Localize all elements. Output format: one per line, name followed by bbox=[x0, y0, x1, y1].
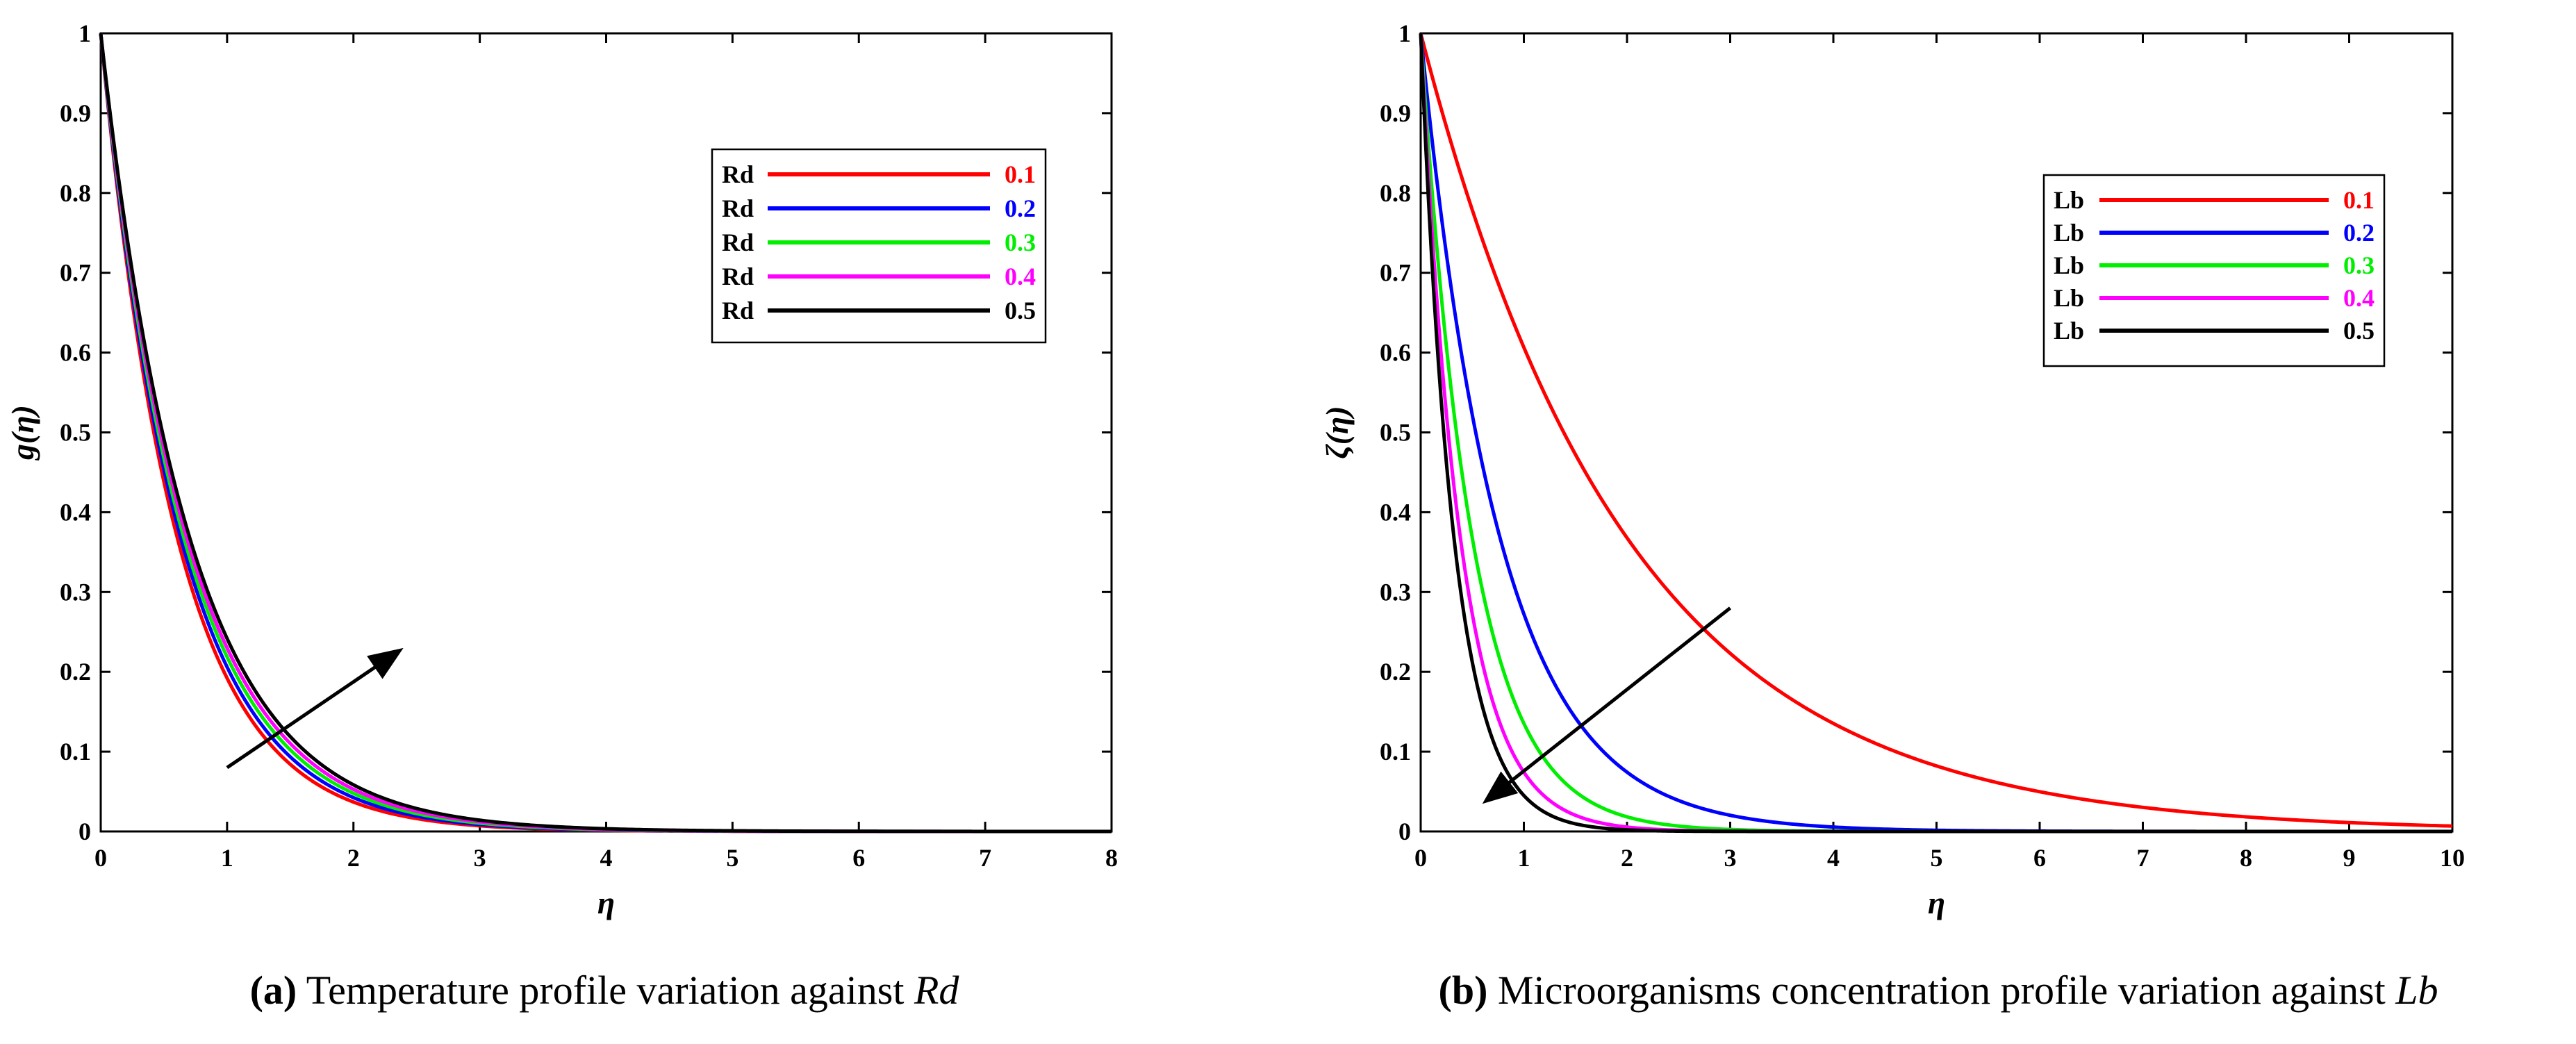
panel-b-microorganism-chart: 0 1 2 3 4 5 6 7 8 9 10 0 0.1 0.2 0.3 0.4 0.5 0.6 0.7 0.8 0.9… bbox=[1319, 19, 2465, 1013]
y-tick-label: 0 bbox=[1398, 818, 1411, 845]
x-tick-label: 2 bbox=[347, 844, 360, 872]
x-tick-label: 6 bbox=[2033, 844, 2046, 872]
legend-box bbox=[2042, 174, 2386, 367]
x-tick-label: 5 bbox=[1931, 844, 1943, 872]
caption-space bbox=[1487, 968, 1498, 1013]
legend-param-label: Rd bbox=[722, 263, 754, 290]
x-tick-label: 4 bbox=[1827, 844, 1840, 872]
x-tick-label: 0 bbox=[1414, 844, 1427, 872]
y-tick-label: 0.3 bbox=[60, 578, 91, 606]
y-tick-label: 0.8 bbox=[60, 179, 91, 207]
legend-param-label: Lb bbox=[2054, 317, 2084, 345]
x-tick-label: 7 bbox=[2137, 844, 2149, 872]
legend-param-label: Lb bbox=[2054, 186, 2084, 214]
x-tick-label: 0 bbox=[94, 844, 107, 872]
y-tick-label: 0.5 bbox=[1380, 419, 1411, 447]
x-tick-label: 10 bbox=[2440, 844, 2465, 872]
caption-text: Temperature profile variation against bbox=[306, 968, 905, 1013]
caption-space bbox=[297, 968, 306, 1013]
legend-value-label: 0.5 bbox=[2343, 317, 2375, 345]
legend-param-label: Lb bbox=[2054, 219, 2084, 247]
y-tick-label: 0.4 bbox=[1380, 498, 1411, 526]
legend-value-label: 0.4 bbox=[2343, 284, 2375, 312]
legend-param-label: Rd bbox=[722, 194, 754, 222]
y-tick-label: 1 bbox=[1398, 19, 1411, 47]
y-tick-label: 0 bbox=[79, 818, 91, 845]
y-tick-label: 0.2 bbox=[60, 658, 91, 686]
y-tick-label: 1 bbox=[79, 19, 91, 47]
y-tick-label: 0.5 bbox=[60, 419, 91, 447]
legend-param-label: Rd bbox=[722, 229, 754, 256]
legend-value-label: 0.3 bbox=[1005, 229, 1036, 256]
x-tick-label: 1 bbox=[221, 844, 233, 872]
caption-tag: (b) bbox=[1439, 968, 1488, 1013]
y-tick-label: 0.6 bbox=[1380, 339, 1411, 367]
caption-space bbox=[2386, 968, 2396, 1013]
caption-symbol: Lb bbox=[2395, 968, 2438, 1013]
y-tick-label: 0.9 bbox=[1380, 99, 1411, 127]
x-tick-label: 2 bbox=[1621, 844, 1633, 872]
y-tick-label: 0.1 bbox=[1380, 738, 1411, 765]
y-tick-label: 0.2 bbox=[1380, 658, 1411, 686]
legend-value-label: 0.2 bbox=[1005, 194, 1036, 222]
x-tick-label: 8 bbox=[2240, 844, 2252, 872]
panel-a-temperature-chart: 0 1 2 3 4 5 6 7 8 0 0.1 0.2 0.3 0.4 0.5 0.6 0.7 0.8 0.9 1 η g… bbox=[5, 19, 1118, 1013]
y-tick-label: 0.9 bbox=[60, 99, 91, 127]
y-tick-label: 0.1 bbox=[60, 738, 91, 765]
legend-value-label: 0.1 bbox=[2343, 186, 2375, 214]
y-tick-label: 0.7 bbox=[60, 259, 91, 287]
x-tick-label: 4 bbox=[600, 844, 613, 872]
legend-value-label: 0.3 bbox=[2343, 251, 2375, 279]
y-tick-label: 0.4 bbox=[60, 498, 91, 526]
legend-value-label: 0.4 bbox=[1005, 263, 1036, 290]
y-tick-label: 0.7 bbox=[1380, 259, 1411, 287]
legend-box bbox=[711, 148, 1047, 344]
legend-param-label: Lb bbox=[2054, 251, 2084, 279]
legend-value-label: 0.5 bbox=[1005, 297, 1036, 324]
x-tick-label: 8 bbox=[1105, 844, 1118, 872]
legend-param-label: Rd bbox=[722, 297, 754, 324]
series-line-0-5 bbox=[1419, 33, 2452, 834]
x-tick-label: 3 bbox=[1724, 844, 1737, 872]
y-tick-label: 0.3 bbox=[1380, 578, 1411, 606]
x-tick-label: 3 bbox=[474, 844, 486, 872]
caption-symbol: Rd bbox=[914, 968, 959, 1013]
trend-arrow bbox=[226, 647, 404, 770]
x-tick-label: 5 bbox=[726, 844, 738, 872]
x-tick-label: 9 bbox=[2343, 844, 2356, 872]
legend-value-label: 0.2 bbox=[2343, 219, 2375, 247]
x-axis-label: η bbox=[597, 885, 615, 920]
figure-caption: (a) Temperature profile variation agains… bbox=[250, 968, 960, 1013]
y-tick-label: 0.8 bbox=[1380, 179, 1411, 207]
caption-space bbox=[904, 968, 914, 1013]
caption-text: Microorganisms concentration profile var… bbox=[1498, 968, 2386, 1013]
y-axis-label: ζ(η) bbox=[1319, 406, 1355, 458]
x-tick-label: 6 bbox=[852, 844, 865, 872]
series-line-0-1 bbox=[1419, 33, 2453, 828]
y-axis-label: g(η) bbox=[5, 405, 40, 461]
legend-param-label: Lb bbox=[2054, 284, 2084, 312]
x-tick-label: 1 bbox=[1518, 844, 1530, 872]
caption-tag: (a) bbox=[250, 968, 297, 1013]
trend-arrow bbox=[1482, 606, 1732, 804]
series-line-0-5 bbox=[99, 33, 1112, 834]
y-tick-label: 0.6 bbox=[60, 339, 91, 367]
figure-caption: (b) Microorganisms concentration profile… bbox=[1439, 968, 2438, 1013]
x-tick-label: 7 bbox=[979, 844, 991, 872]
legend-value-label: 0.1 bbox=[1005, 160, 1036, 188]
legend-param-label: Rd bbox=[722, 160, 754, 188]
x-axis-label: η bbox=[1928, 885, 1945, 920]
